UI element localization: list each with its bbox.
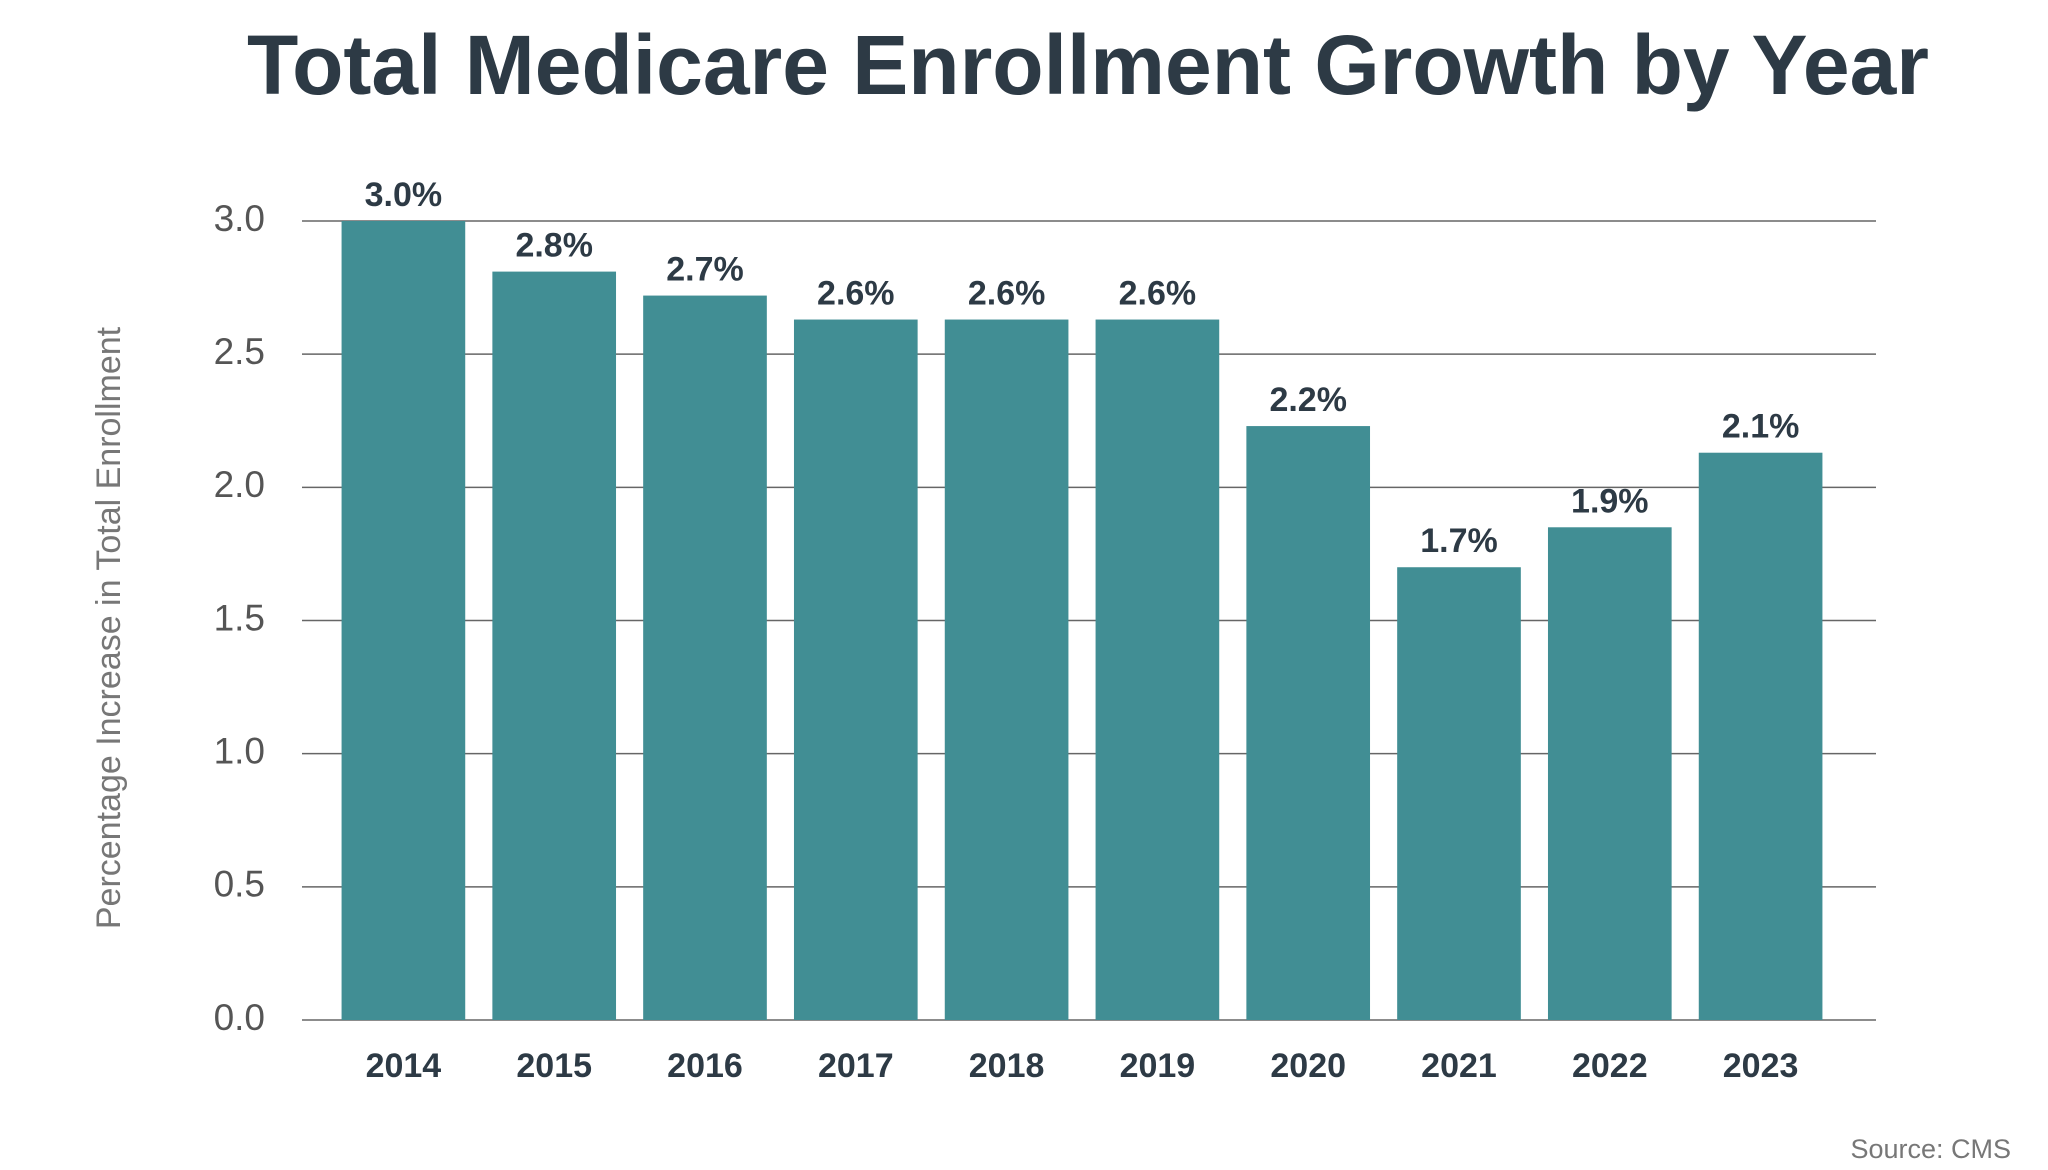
bar	[1246, 426, 1371, 1020]
value-label: 3.0%	[365, 176, 443, 214]
value-label: 1.7%	[1420, 522, 1498, 560]
y-axis-label: Percentage Increase in Total Enrollment	[90, 326, 128, 929]
y-tick-label: 2.0	[214, 464, 265, 505]
y-tick-label: 0.0	[214, 997, 265, 1038]
x-tick-label: 2015	[516, 1047, 592, 1085]
x-tick-label: 2014	[366, 1047, 442, 1085]
x-tick-label: 2023	[1723, 1047, 1799, 1085]
bar	[944, 319, 1069, 1020]
bar	[492, 271, 617, 1020]
x-tick-label: 2019	[1120, 1047, 1196, 1085]
x-tick-label: 2016	[667, 1047, 743, 1085]
y-tick-label: 2.5	[214, 331, 265, 372]
value-label: 2.8%	[515, 227, 593, 265]
y-tick-label: 1.5	[214, 597, 265, 638]
x-tick-label: 2017	[818, 1047, 894, 1085]
x-tick-label: 2018	[969, 1047, 1045, 1085]
source: Source: CMS	[1850, 1134, 2011, 1164]
value-label: 2.6%	[817, 275, 895, 313]
bar	[1698, 452, 1823, 1021]
y-tick-label: 0.5	[214, 864, 265, 905]
value-label: 2.1%	[1722, 408, 1800, 446]
x-tick-label: 2020	[1270, 1047, 1346, 1085]
x-tick-label: 2022	[1572, 1047, 1648, 1085]
value-label: 2.2%	[1269, 381, 1347, 419]
value-label: 1.9%	[1571, 482, 1649, 520]
value-label: 2.7%	[666, 251, 744, 289]
value-label: 2.6%	[968, 275, 1046, 313]
y-tick-label: 3.0	[214, 198, 265, 239]
bar	[1547, 527, 1672, 1020]
value-label: 2.6%	[1119, 275, 1197, 313]
bar	[793, 319, 918, 1020]
bar	[643, 295, 767, 1020]
bar	[1095, 319, 1220, 1020]
x-tick-label: 2021	[1421, 1047, 1497, 1085]
bar	[1397, 567, 1521, 1020]
chart-title: Total Medicare Enrollment Growth by Year	[247, 18, 1929, 112]
bar	[341, 221, 466, 1020]
y-tick-label: 1.0	[214, 730, 265, 771]
